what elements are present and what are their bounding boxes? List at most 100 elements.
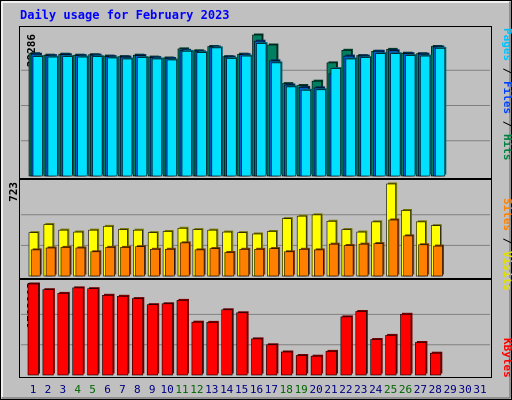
x-tick-day-26: 26	[399, 383, 412, 396]
x-tick-day-31: 31	[473, 383, 486, 396]
x-tick-day-20: 20	[309, 383, 322, 396]
bar-pages-day-4	[77, 56, 88, 177]
x-tick-day-2: 2	[45, 383, 52, 396]
bar-pages-day-8	[137, 57, 148, 177]
bar-kbytes-day-12	[191, 321, 203, 376]
bar-pages-day-14	[226, 58, 237, 177]
x-tick-day-8: 8	[134, 383, 141, 396]
bar-sites-day-11	[179, 242, 190, 277]
bar-pages-day-25	[390, 53, 401, 177]
bar-pages-day-19	[300, 90, 312, 177]
bar-sites-day-27	[418, 244, 428, 277]
bar-kbytes-day-10	[161, 303, 173, 376]
bar-pages-day-26	[405, 55, 416, 177]
x-tick-day-5: 5	[89, 383, 96, 396]
bar-kbytes-day-17	[266, 344, 278, 376]
bar-sites-day-24	[373, 243, 384, 277]
x-tick-day-13: 13	[205, 383, 218, 396]
x-tick-day-16: 16	[250, 383, 263, 396]
bar-kbytes-day-25	[385, 335, 397, 376]
x-tick-day-4: 4	[74, 383, 81, 396]
chart-title: Daily usage for February 2023	[20, 8, 230, 22]
legend-hits: Hits	[501, 134, 512, 161]
bottom-legend: KBytes	[501, 338, 512, 378]
legend-visits: Visits	[501, 251, 512, 291]
top-legend: Pages / Files / Hits	[501, 28, 512, 161]
bar-pages-day-24	[375, 53, 386, 177]
bar-sites-day-18	[284, 251, 294, 277]
x-tick-day-30: 30	[458, 383, 471, 396]
bar-sites-day-8	[135, 246, 145, 277]
legend-sep-3: /	[501, 231, 512, 251]
x-tick-day-28: 28	[429, 383, 442, 396]
bar-sites-day-21	[328, 243, 339, 277]
bar-sites-day-12	[194, 249, 205, 277]
x-tick-day-10: 10	[160, 383, 173, 396]
bar-sites-day-13	[209, 248, 220, 277]
x-tick-day-21: 21	[324, 383, 337, 396]
x-tick-day-14: 14	[220, 383, 234, 396]
bar-pages-day-20	[315, 89, 326, 177]
bar-sites-day-26	[403, 235, 414, 277]
bar-sites-day-5	[90, 251, 101, 277]
bar-sites-day-4	[75, 247, 86, 277]
bar-kbytes-day-13	[206, 322, 218, 376]
x-tick-day-18: 18	[280, 383, 293, 396]
bar-kbytes-day-2	[42, 289, 54, 376]
bar-pages-day-17	[271, 62, 282, 177]
x-tick-day-19: 19	[295, 383, 308, 396]
bar-pages-day-15	[241, 55, 252, 177]
bar-kbytes-day-3	[57, 293, 69, 376]
bar-sites-day-16	[254, 249, 264, 277]
bar-kbytes-day-20	[310, 355, 322, 376]
bar-pages-day-11	[181, 50, 192, 177]
bar-sites-day-25	[388, 219, 399, 277]
bar-sites-day-1	[30, 249, 41, 277]
bar-sites-day-9	[150, 249, 160, 277]
bar-sites-day-22	[343, 245, 354, 277]
bar-kbytes-day-24	[370, 339, 382, 376]
x-tick-day-11: 11	[175, 383, 188, 396]
bar-sites-day-15	[239, 249, 250, 277]
bar-kbytes-day-4	[72, 287, 84, 376]
bar-pages-day-5	[92, 56, 103, 177]
bar-kbytes-day-8	[132, 298, 144, 376]
bar-kbytes-day-7	[117, 295, 129, 376]
bar-sites-day-23	[358, 243, 369, 277]
x-tick-day-3: 3	[59, 383, 66, 396]
bar-pages-day-16	[256, 43, 267, 177]
middle-max-label: 723	[7, 182, 20, 202]
legend-pages: Pages	[501, 28, 512, 61]
bar-pages-day-7	[122, 58, 133, 177]
bar-kbytes-day-16	[251, 338, 263, 376]
legend-sep-2: /	[501, 114, 512, 134]
bar-sites-day-6	[105, 247, 115, 277]
middle-legend: Sites / Visits	[501, 198, 512, 291]
bar-pages-day-10	[166, 59, 177, 177]
bar-kbytes-day-27	[415, 342, 427, 376]
bar-sites-day-3	[60, 247, 71, 277]
x-tick-day-7: 7	[119, 383, 126, 396]
x-tick-day-1: 1	[30, 383, 37, 396]
bar-pages-day-27	[420, 55, 431, 177]
bar-kbytes-day-9	[146, 304, 158, 376]
bar-kbytes-day-26	[400, 313, 412, 376]
bar-pages-day-6	[107, 57, 118, 177]
legend-sites: Sites	[501, 198, 512, 231]
bar-kbytes-day-6	[102, 294, 114, 376]
bar-sites-day-7	[120, 247, 130, 277]
x-tick-labels: 1 2 3 4 5 6 7 8 9 10 11 12 13 14 15 16 17 18 19 20 21 22 23 24 2…	[30, 383, 487, 396]
bar-kbytes-day-28	[429, 352, 442, 376]
x-tick-day-23: 23	[354, 383, 367, 396]
x-tick-day-27: 27	[414, 383, 427, 396]
bar-kbytes-day-23	[355, 311, 367, 376]
bar-pages-day-23	[360, 57, 371, 177]
bar-pages-day-9	[151, 58, 162, 177]
x-tick-day-25: 25	[384, 383, 397, 396]
bar-sites-day-17	[269, 248, 279, 277]
x-tick-day-17: 17	[265, 383, 278, 396]
legend-files: Files	[501, 81, 512, 114]
bar-pages-day-22	[345, 58, 356, 177]
bar-kbytes-day-14	[221, 309, 233, 376]
